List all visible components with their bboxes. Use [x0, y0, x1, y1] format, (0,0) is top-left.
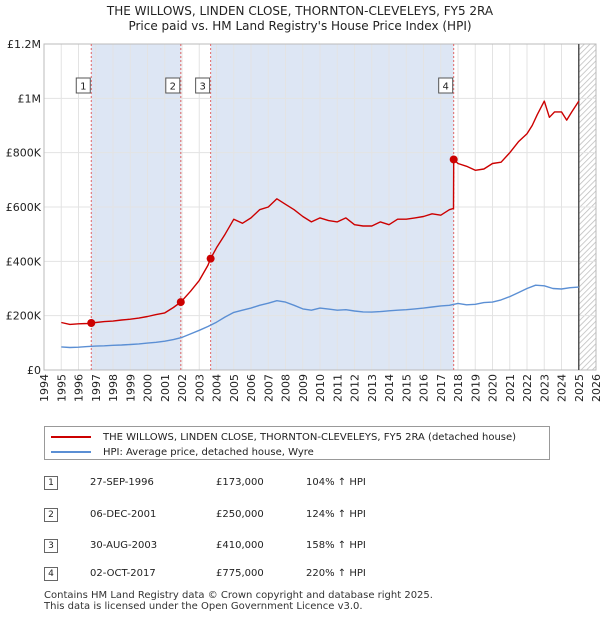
legend-item-hpi: HPI: Average price, detached house, Wyre — [51, 445, 314, 459]
x-tick-label: 2024 — [556, 374, 569, 402]
x-tick-label: 1995 — [55, 374, 68, 402]
sale-marker-label: 4 — [443, 82, 449, 93]
x-tick-label: 2016 — [418, 374, 431, 402]
y-tick-label: £200K — [6, 310, 42, 323]
x-tick-label: 2008 — [280, 374, 293, 402]
sale-price: £250,000 — [216, 509, 264, 520]
x-tick-label: 2013 — [366, 374, 379, 402]
sale-hpi-change: 158% ↑ HPI — [306, 540, 366, 551]
x-tick-label: 2006 — [245, 374, 258, 402]
sale-point — [87, 319, 96, 328]
sale-price: £410,000 — [216, 540, 264, 551]
x-tick-label: 2017 — [435, 374, 448, 402]
x-tick-label: 2020 — [487, 374, 500, 402]
sale-hpi-change: 220% ↑ HPI — [306, 568, 366, 579]
x-tick-label: 1999 — [124, 374, 137, 402]
x-tick-label: 2007 — [262, 374, 275, 402]
y-tick-label: £0 — [27, 364, 41, 377]
x-tick-label: 2003 — [193, 374, 206, 402]
sale-row: 4 02-OCT-2017 £775,000 220% ↑ HPI — [44, 567, 464, 585]
sale-marker-label: 3 — [199, 82, 205, 93]
footer-line-2: This data is licensed under the Open Gov… — [44, 601, 363, 612]
sale-number-badge: 3 — [44, 539, 58, 553]
sale-number-badge: 1 — [44, 476, 58, 490]
hpi-line-swatch — [51, 451, 91, 453]
chart-title: THE WILLOWS, LINDEN CLOSE, THORNTON-CLEV… — [106, 4, 494, 18]
x-tick-label: 1998 — [107, 374, 120, 402]
x-tick-label: 2010 — [314, 374, 327, 402]
sale-row: 1 27-SEP-1996 £173,000 104% ↑ HPI — [44, 476, 464, 494]
x-tick-label: 1996 — [73, 374, 86, 402]
x-tick-label: 2002 — [176, 374, 189, 402]
y-tick-label: £1.2M — [7, 38, 41, 51]
sale-number-badge: 4 — [44, 567, 58, 581]
x-tick-label: 2001 — [159, 374, 172, 402]
sale-price: £173,000 — [216, 477, 264, 488]
price-chart: £0 £200K £400K £600K £800K £1M £1.2M 1994 1995 19… — [6, 38, 600, 402]
plot-frame — [43, 43, 597, 371]
x-tick-label: 2018 — [452, 374, 465, 402]
x-tick-label: 2004 — [211, 374, 224, 402]
x-tick-label: 2012 — [349, 374, 362, 402]
x-tick-label: 2022 — [521, 374, 534, 402]
x-tick-label: 2011 — [331, 374, 344, 402]
sale-marker-label: 2 — [170, 82, 176, 93]
sale-price: £775,000 — [216, 568, 264, 579]
sale-marker-box — [75, 77, 91, 94]
sale-point — [206, 254, 215, 263]
legend-item-property: THE WILLOWS, LINDEN CLOSE, THORNTON-CLEV… — [51, 430, 516, 444]
sale-marker-box — [438, 77, 454, 94]
sale-point — [176, 298, 185, 307]
sale-hpi-change: 124% ↑ HPI — [306, 509, 366, 520]
sale-marker-box — [195, 77, 211, 94]
sale-date: 06-DEC-2001 — [90, 509, 157, 520]
sale-point — [449, 155, 458, 164]
x-tick-label: 2000 — [142, 374, 155, 402]
footer-attribution: Contains HM Land Registry data © Crown c… — [44, 590, 433, 612]
x-tick-label: 2014 — [383, 374, 396, 402]
sale-date: 30-AUG-2003 — [90, 540, 158, 551]
x-tick-label: 2005 — [228, 374, 241, 402]
legend-property-label: THE WILLOWS, LINDEN CLOSE, THORNTON-CLEV… — [103, 431, 517, 443]
footer-line-1: Contains HM Land Registry data © Crown c… — [44, 590, 433, 601]
sale-marker-label: 1 — [80, 82, 86, 93]
chart-subtitle: Price paid vs. HM Land Registry's House … — [128, 19, 472, 33]
x-tick-label: 2019 — [469, 374, 482, 402]
x-tick-label: 2025 — [573, 374, 586, 402]
x-tick-label: 2021 — [504, 374, 517, 402]
sale-date: 02-OCT-2017 — [90, 568, 156, 579]
chart-legend: THE WILLOWS, LINDEN CLOSE, THORNTON-CLEV… — [44, 426, 550, 460]
y-tick-label: £400K — [6, 255, 42, 268]
property-line-swatch — [51, 436, 91, 438]
x-tick-label: 1994 — [38, 374, 51, 402]
y-tick-label: £800K — [6, 147, 42, 160]
sale-row: 2 06-DEC-2001 £250,000 124% ↑ HPI — [44, 508, 464, 526]
x-tick-label: 2009 — [297, 374, 310, 402]
x-tick-label: 2015 — [400, 374, 413, 402]
x-tick-label: 2023 — [538, 374, 551, 402]
y-tick-label: £1M — [18, 92, 42, 105]
sale-marker-box — [165, 77, 181, 94]
sale-row: 3 30-AUG-2003 £410,000 158% ↑ HPI — [44, 539, 464, 557]
sale-date: 27-SEP-1996 — [90, 477, 154, 488]
sale-hpi-change: 104% ↑ HPI — [306, 477, 366, 488]
legend-hpi-label: HPI: Average price, detached house, Wyre — [103, 446, 314, 458]
y-tick-label: £600K — [6, 201, 42, 214]
property-price-line — [61, 100, 580, 326]
x-tick-label: 1997 — [90, 374, 103, 402]
hpi-line — [61, 284, 579, 349]
sale-number-badge: 2 — [44, 508, 58, 522]
x-tick-label: 2026 — [590, 374, 600, 402]
